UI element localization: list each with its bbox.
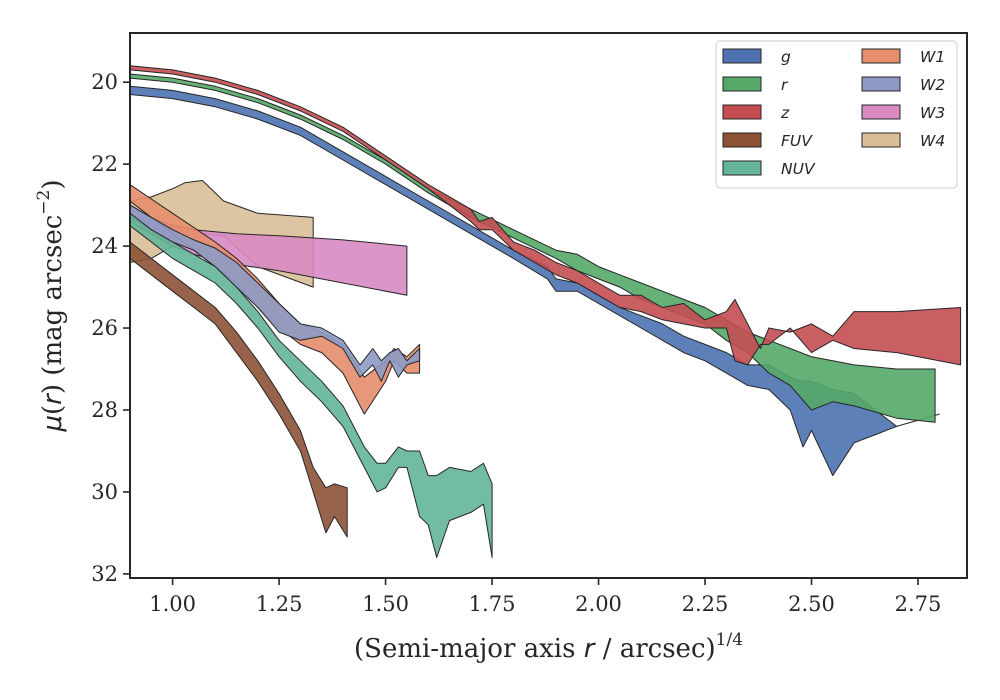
y-tick-label: 32 [91,562,118,586]
y-axis-label: μ(r) (mag arcsec−2) [34,179,68,432]
x-tick-label: 1.25 [256,592,303,616]
y-tick-label: 30 [91,480,118,504]
series-band-fuv [130,241,348,538]
legend-swatch-w2 [861,76,901,92]
legend-label-nuv: NUV [781,160,816,178]
legend-label-z: z [780,104,790,122]
legend-label-fuv: FUV [781,132,813,150]
legend-swatch-w3 [861,104,901,120]
y-tick-label: 22 [91,152,118,176]
legend-swatch-nuv [722,160,762,176]
legend-swatch-r [722,76,762,92]
x-tick-label: 2.25 [682,592,729,616]
legend-swatch-w1 [861,48,901,64]
legend-swatch-z [722,104,762,120]
legend-swatch-w4 [861,132,901,148]
x-tick-label: 1.50 [362,592,409,616]
y-tick-label: 20 [91,70,118,94]
series-band-nuv [130,212,493,558]
y-tick-label: 24 [91,234,118,258]
legend-label-w4: W4 [920,132,945,150]
axes-layer: 1.00 1.25 1.50 1.75 2.00 2.25 2.50 2.75 20 22 24 26… [34,32,968,664]
legend-label-w1: W1 [920,48,945,66]
x-axis-label: (Semi-major axis r / arcsec)1/4 [354,630,743,664]
x-tick-label: 1.75 [469,592,516,616]
x-tick-label: 2.00 [575,592,622,616]
legend-swatch-g [722,48,762,64]
series-layer [130,65,962,558]
legend-label-w3: W3 [920,104,945,122]
series-band-z [130,65,962,366]
y-tick-label: 26 [91,316,118,340]
plot-frame [129,32,968,579]
legend-label-w2: W2 [920,76,945,94]
x-tick-label: 2.50 [788,592,835,616]
plot-area [130,65,962,558]
legend-label-g: g [781,48,791,66]
x-tick-label: 1.00 [149,592,196,616]
y-tick-label: 28 [91,398,118,422]
legend-label-r: r [781,76,789,94]
legend-swatch-fuv [722,132,762,148]
legend: grz FUV NUV W1 W2 W3 W4 [715,40,958,189]
x-tick-label: 2.75 [895,592,942,616]
